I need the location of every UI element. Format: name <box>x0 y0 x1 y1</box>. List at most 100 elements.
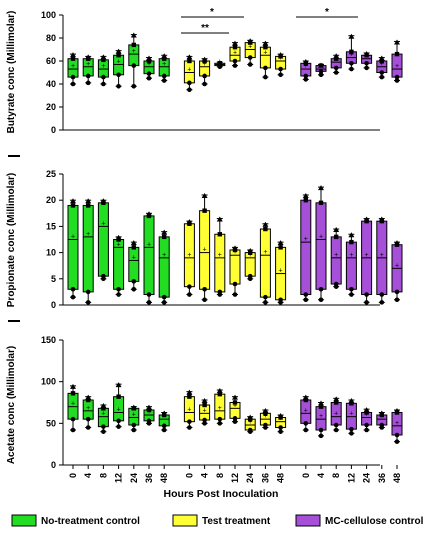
min-point <box>70 294 76 300</box>
max-point <box>85 198 92 204</box>
q3-point <box>217 232 222 237</box>
q3-point <box>86 397 91 403</box>
max-point <box>318 185 324 191</box>
q1-point <box>85 416 91 422</box>
q1-point <box>202 73 207 79</box>
acetate-box-test-treatment-4h: + <box>199 398 211 426</box>
q1-point <box>232 281 238 287</box>
min-point <box>318 72 324 78</box>
mean-marker: + <box>319 234 323 241</box>
mean-marker: + <box>86 405 90 412</box>
mean-marker: + <box>187 67 191 74</box>
butyrate-box-no-treatment-4h: + <box>82 54 94 86</box>
mean-marker: + <box>319 63 323 70</box>
min-point <box>263 300 268 305</box>
butyrate-box-test-treatment-8h: + <box>214 58 226 70</box>
q3-point <box>379 58 384 64</box>
iqr-box <box>97 202 109 277</box>
q3-point <box>278 415 283 420</box>
mean-marker: + <box>279 268 283 275</box>
q3-point <box>86 203 91 208</box>
q1-point <box>263 422 268 428</box>
q3-point <box>303 61 308 66</box>
q3-point <box>232 400 238 405</box>
mean-marker: + <box>365 412 369 419</box>
legend-swatch <box>172 514 198 527</box>
iqr-box <box>259 228 271 298</box>
mean-marker: + <box>218 405 222 412</box>
min-point <box>333 427 339 433</box>
mean-marker: + <box>334 56 338 63</box>
q3-point <box>86 56 91 61</box>
q3-point <box>101 406 106 411</box>
min-point <box>146 75 152 81</box>
q3-point <box>202 402 207 408</box>
q1-point <box>187 419 192 424</box>
max-point <box>70 383 76 389</box>
q1-point <box>131 422 137 428</box>
acetate-box-no-treatment-24h: + <box>128 404 140 433</box>
x-tick-label: 36 <box>144 473 154 483</box>
q1-point <box>318 286 324 292</box>
mean-marker: + <box>86 231 90 238</box>
q3-point <box>101 57 106 63</box>
max-point <box>277 240 284 246</box>
propionate-box-no-treatment-4h: + <box>82 198 94 305</box>
q1-point <box>303 421 309 426</box>
max-point <box>348 232 355 238</box>
q3-point <box>131 42 136 48</box>
x-tick-label: 36 <box>377 473 387 483</box>
butyrate-box-no-treatment-8h: + <box>97 54 109 87</box>
min-point <box>303 77 309 82</box>
acetate-box-mc-cellulose-4h: + <box>315 400 327 439</box>
acetate-box-test-treatment-0h: + <box>183 389 195 430</box>
q3-point <box>70 56 76 61</box>
q3-point <box>146 213 152 219</box>
q3-point <box>379 218 384 224</box>
q1-point <box>278 425 283 430</box>
butyrate-box-no-treatment-48h: + <box>158 53 170 83</box>
min-point <box>161 427 167 433</box>
x-tick-label: 48 <box>159 473 169 483</box>
mean-marker: + <box>117 241 121 248</box>
mean-marker: + <box>248 44 252 51</box>
mean-marker: + <box>101 63 105 70</box>
mean-marker: + <box>233 49 237 56</box>
acetate-y-tick-label: 100 <box>41 377 56 387</box>
x-tick-label: 8 <box>215 473 225 478</box>
mean-marker: + <box>162 61 166 68</box>
q1-point <box>161 423 167 429</box>
max-point <box>348 33 355 39</box>
butyrate-box-test-treatment-4h: + <box>199 56 211 87</box>
mean-marker: + <box>365 53 369 60</box>
q1-point <box>116 72 121 78</box>
x-tick-label: 0 <box>184 473 194 478</box>
butyrate-y-tick-label: 100 <box>41 10 56 20</box>
q3-point <box>364 218 369 224</box>
propionate-box-mc-cellulose-12h: + <box>345 232 357 297</box>
mean-marker: + <box>248 419 252 426</box>
min-point <box>70 427 76 433</box>
mean-marker: + <box>187 407 191 414</box>
q3-point <box>263 411 268 416</box>
butyrate-box-mc-cellulose-48h: + <box>391 39 403 83</box>
mean-marker: + <box>86 61 90 68</box>
min-point <box>146 300 152 305</box>
mean-marker: + <box>380 413 384 420</box>
q3-point <box>202 208 207 213</box>
q1-point <box>101 74 106 80</box>
min-point <box>232 419 238 424</box>
acetate-box-mc-cellulose-36h: + <box>376 410 388 430</box>
legend-label: MC-cellulose control <box>325 516 424 527</box>
mean-marker: + <box>187 252 191 259</box>
legend-item-test-treatment: Test treatment <box>172 514 271 527</box>
x-tick-label: 24 <box>245 473 255 483</box>
x-tick-label: 4 <box>200 473 210 478</box>
q1-point <box>379 70 385 75</box>
min-point <box>263 74 268 80</box>
x-tick-label: 4 <box>83 473 93 478</box>
q3-point <box>318 63 324 68</box>
butyrate-box-test-treatment-48h: + <box>275 52 287 78</box>
mean-marker: + <box>132 412 136 419</box>
butyrate-y-axis-label: Butyrate conc (Millimolar) <box>6 11 17 134</box>
